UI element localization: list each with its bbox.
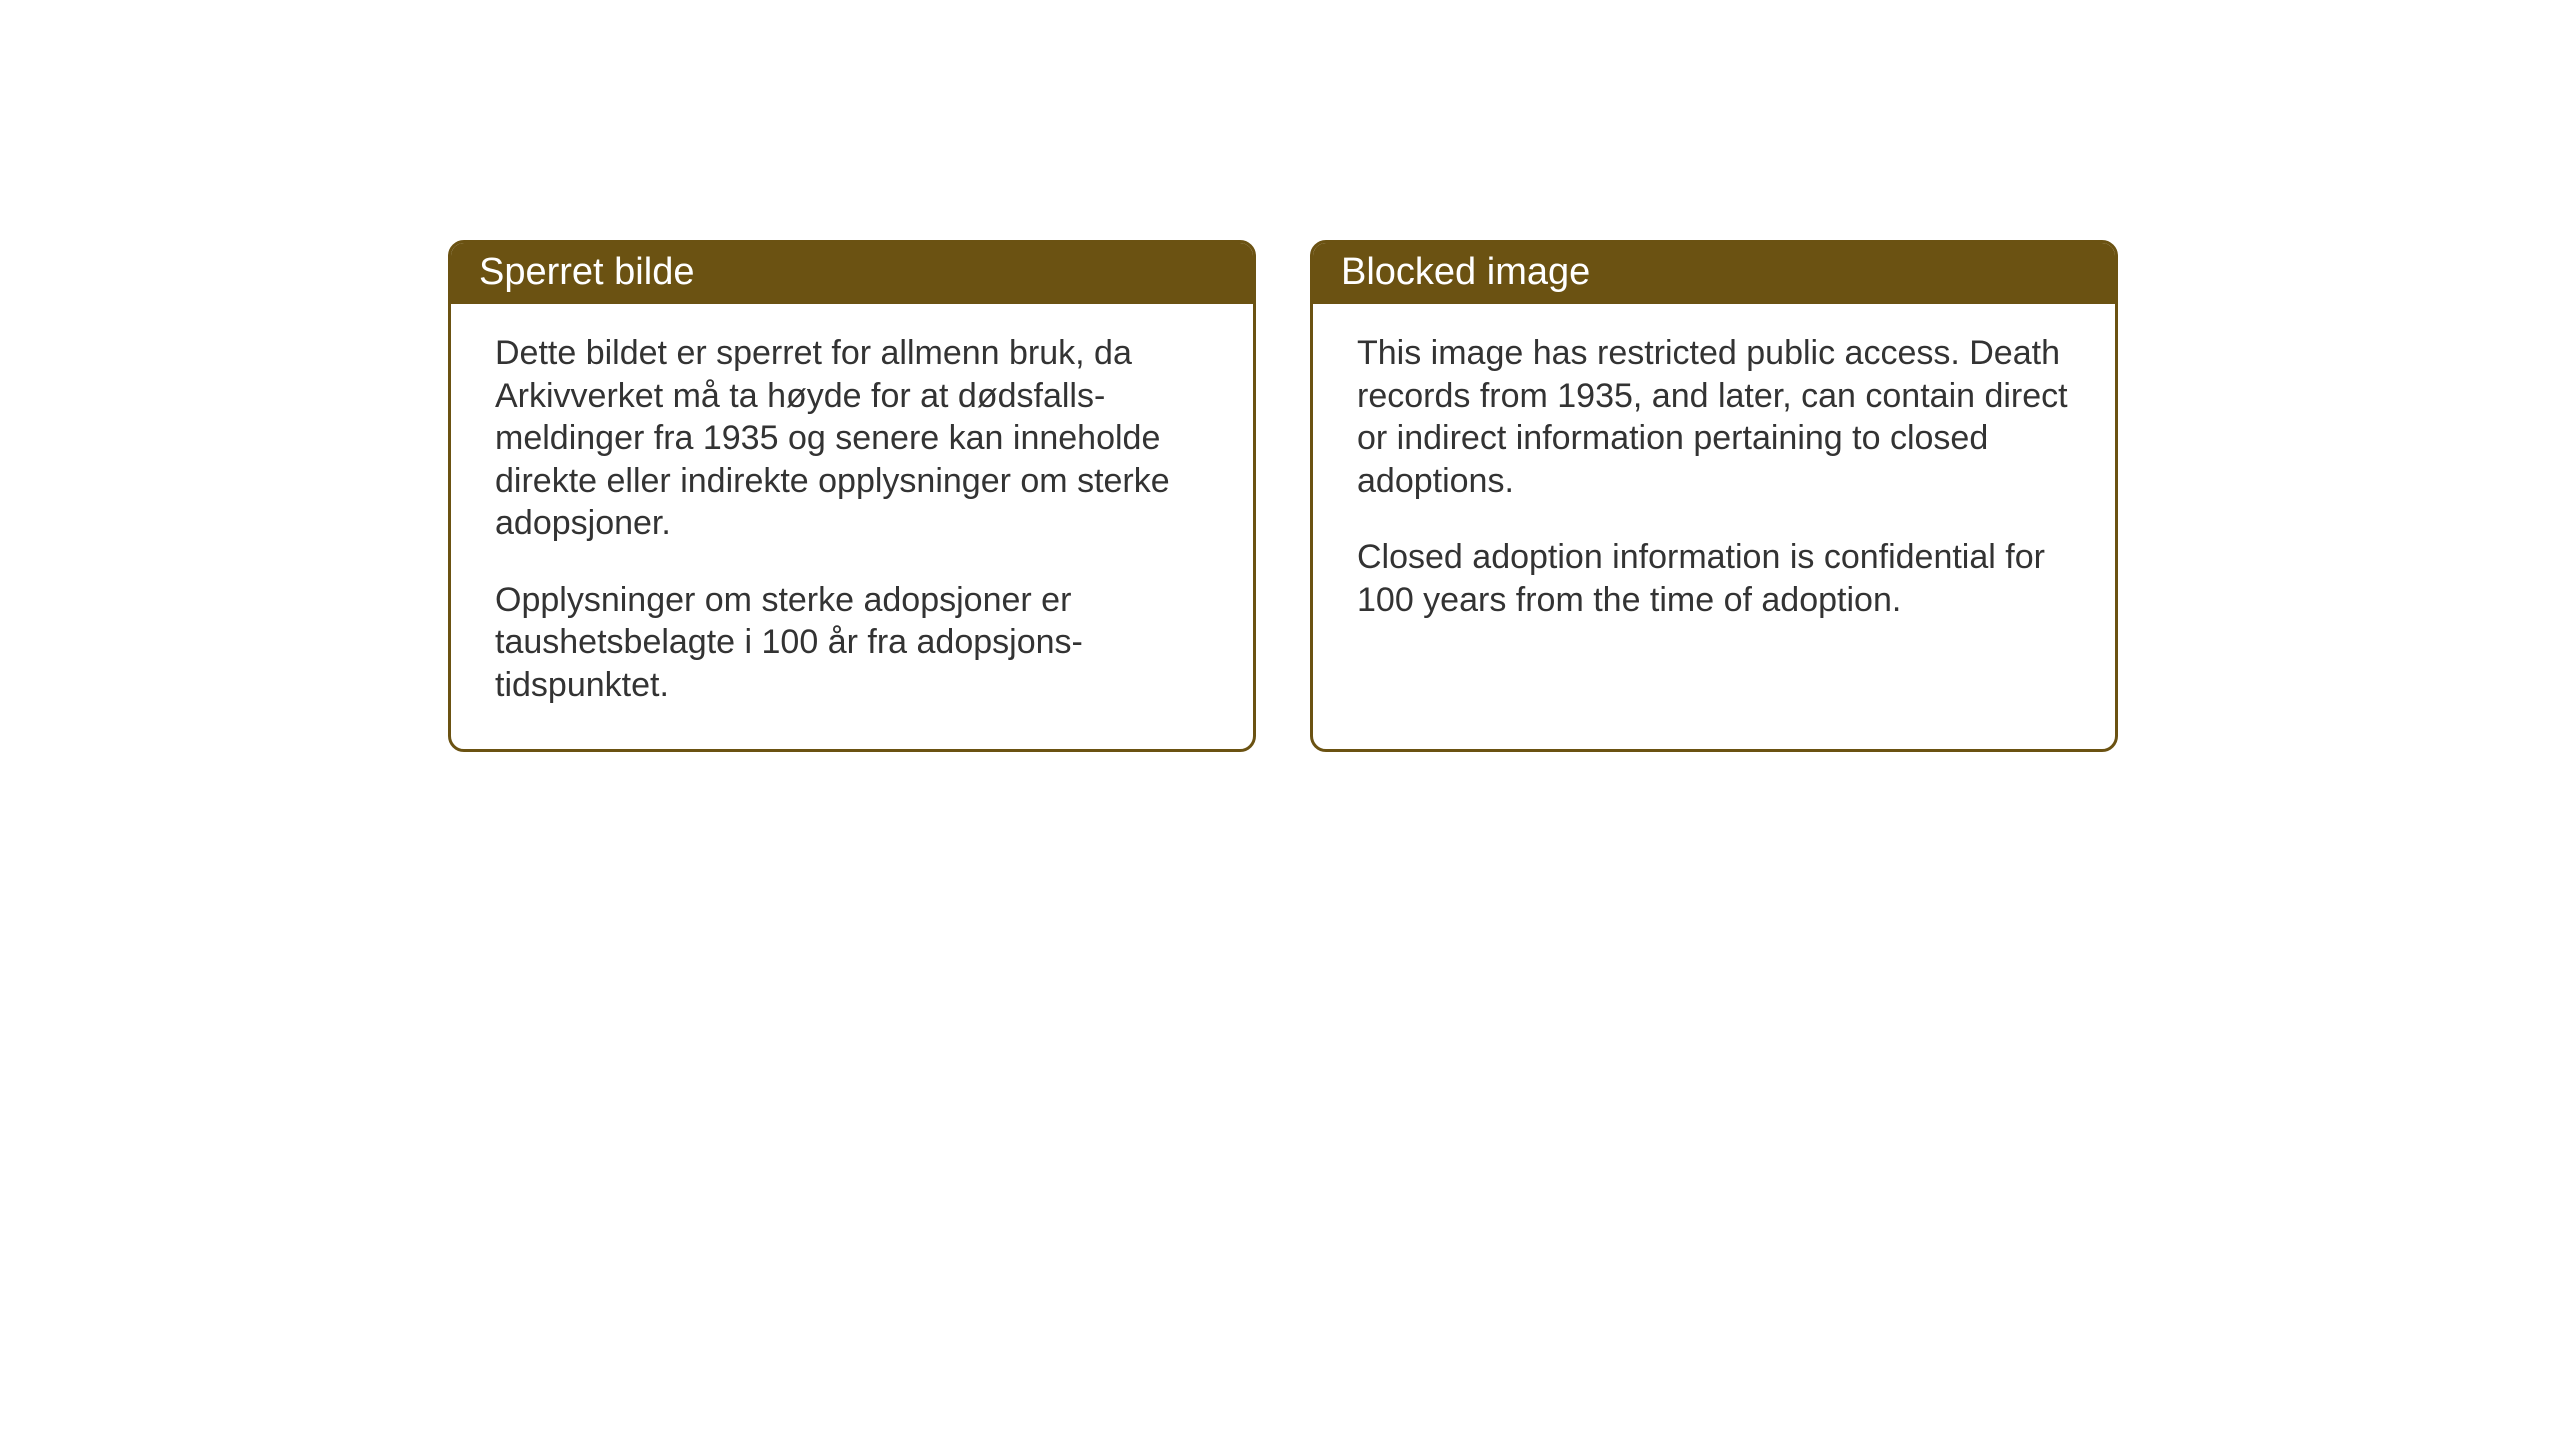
notice-paragraph-2-english: Closed adoption information is confident… [1357, 536, 2071, 621]
notice-paragraph-2-norwegian: Opplysninger om sterke adopsjoner er tau… [495, 579, 1209, 707]
notice-paragraph-1-english: This image has restricted public access.… [1357, 332, 2071, 502]
notice-body-norwegian: Dette bildet er sperret for allmenn bruk… [451, 304, 1253, 746]
notice-paragraph-1-norwegian: Dette bildet er sperret for allmenn bruk… [495, 332, 1209, 545]
notice-container: Sperret bilde Dette bildet er sperret fo… [448, 240, 2118, 752]
notice-header-norwegian: Sperret bilde [451, 243, 1253, 304]
notice-header-english: Blocked image [1313, 243, 2115, 304]
notice-card-english: Blocked image This image has restricted … [1310, 240, 2118, 752]
notice-card-norwegian: Sperret bilde Dette bildet er sperret fo… [448, 240, 1256, 752]
notice-title-english: Blocked image [1341, 251, 1590, 293]
notice-title-norwegian: Sperret bilde [479, 251, 694, 293]
notice-body-english: This image has restricted public access.… [1313, 304, 2115, 661]
